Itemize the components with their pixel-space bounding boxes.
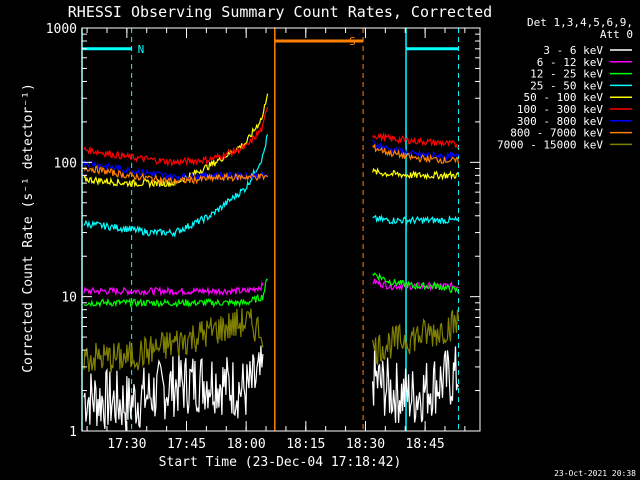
x-tick-label: 17:30 [107, 437, 146, 452]
legend-label-8: 7000 - 15000 keV [497, 138, 603, 151]
series-line-0 [372, 346, 460, 423]
series-line-4 [83, 93, 269, 189]
x-tick-label: 18:30 [346, 437, 385, 452]
legend-label-6: 300 - 800 keV [517, 115, 603, 128]
y-axis-label: Corrected Count Rate (s⁻¹ detector⁻¹) [21, 83, 36, 373]
series-line-2 [83, 278, 268, 309]
legend-label-4: 50 - 100 keV [524, 91, 604, 104]
x-axis-label: Start Time (23-Dec-04 17:18:42) [159, 455, 402, 470]
legend-label-1: 6 - 12 keV [537, 56, 604, 69]
series-line-2 [372, 272, 460, 294]
legend-label-3: 25 - 50 keV [530, 79, 603, 92]
series-line-3 [83, 134, 269, 239]
axes: 1 10 100 1000 17:30 17:45 18:00 18:15 18:30 18:45 [46, 22, 480, 452]
y-tick-label: 1 [69, 425, 77, 440]
legend-header-line-1: Det 1,3,4,5,6,9, [527, 16, 633, 29]
series-line-8 [83, 308, 264, 373]
y-tick-label: 100 [54, 156, 77, 171]
series-line-1 [372, 278, 459, 292]
night-flag-label: N [138, 43, 145, 56]
series-line-0 [83, 345, 264, 431]
footer-timestamp: 23-Oct-2021 20:38 [554, 469, 636, 478]
series-line-7 [83, 165, 269, 187]
x-tick-label: 18:15 [286, 437, 325, 452]
legend-label-7: 800 - 7000 keV [510, 127, 603, 140]
data-series [83, 93, 460, 431]
saa-flag-label: S [349, 35, 356, 48]
series-line-3 [372, 214, 460, 227]
x-tick-label: 18:45 [406, 437, 445, 452]
plot-frame [81, 27, 481, 432]
legend-label-0: 3 - 6 keV [543, 44, 603, 57]
legend-label-5: 100 - 300 keV [517, 103, 603, 116]
y-tick-label: 1000 [46, 22, 77, 37]
x-tick-label: 17:45 [167, 437, 206, 452]
legend-header-line-2: Att 0 [600, 28, 633, 41]
series-line-5 [83, 107, 269, 167]
series-line-1 [83, 280, 264, 297]
y-tick-label: 10 [61, 291, 77, 306]
x-tick-label: 18:00 [227, 437, 266, 452]
series-line-7 [372, 144, 460, 164]
series-line-5 [372, 131, 459, 150]
legend-label-2: 12 - 25 keV [530, 68, 603, 81]
series-line-8 [372, 309, 460, 366]
chart-title: RHESSI Observing Summary Count Rates, Co… [68, 3, 492, 21]
series-line-4 [372, 166, 460, 181]
